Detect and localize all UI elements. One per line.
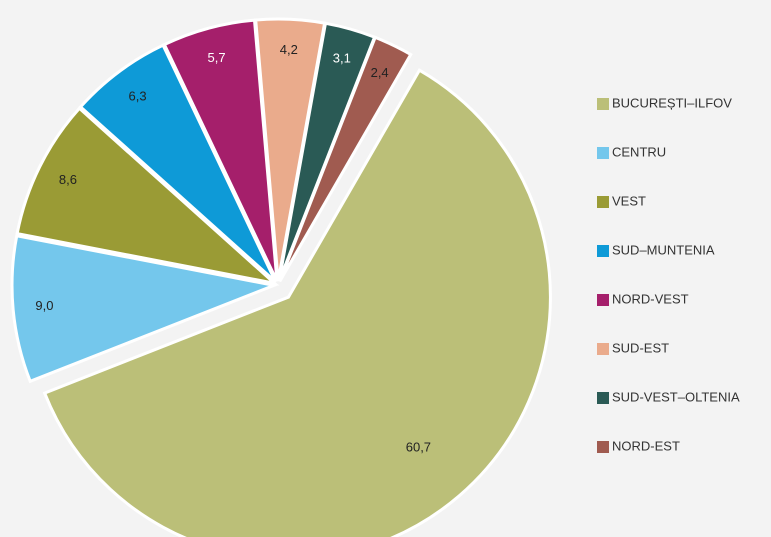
legend-swatch bbox=[597, 441, 609, 453]
legend-label: SUD-VEST–OLTENIA bbox=[612, 389, 740, 404]
data-label: 60,7 bbox=[406, 439, 431, 454]
legend-swatch bbox=[597, 98, 609, 110]
legend-label: BUCUREȘTI–ILFOV bbox=[612, 95, 732, 110]
pie-slice bbox=[10, 233, 280, 384]
data-label: 8,6 bbox=[59, 172, 77, 187]
legend-label: SUD–MUNTENIA bbox=[612, 242, 715, 257]
legend-label: SUD-EST bbox=[612, 340, 669, 355]
legend-swatch bbox=[597, 196, 609, 208]
legend-swatch bbox=[597, 245, 609, 257]
legend-swatch bbox=[597, 294, 609, 306]
legend-label: NORD-VEST bbox=[612, 291, 689, 306]
legend-label: VEST bbox=[612, 193, 646, 208]
pie-slice bbox=[78, 43, 277, 283]
data-label: 5,7 bbox=[208, 50, 226, 65]
data-label: 6,3 bbox=[129, 89, 147, 104]
legend-swatch bbox=[597, 343, 609, 355]
pie-slice bbox=[42, 68, 552, 537]
data-label: 4,2 bbox=[280, 42, 298, 57]
legend-label: NORD-EST bbox=[612, 438, 680, 453]
legend-swatch bbox=[597, 392, 609, 404]
pie-slice bbox=[15, 106, 280, 286]
data-label: 9,0 bbox=[35, 298, 53, 313]
pie-slice bbox=[278, 35, 413, 283]
data-label: 3,1 bbox=[333, 51, 351, 66]
legend-label: CENTRU bbox=[612, 144, 666, 159]
legend-swatch bbox=[597, 147, 609, 159]
data-label: 2,4 bbox=[371, 65, 389, 80]
